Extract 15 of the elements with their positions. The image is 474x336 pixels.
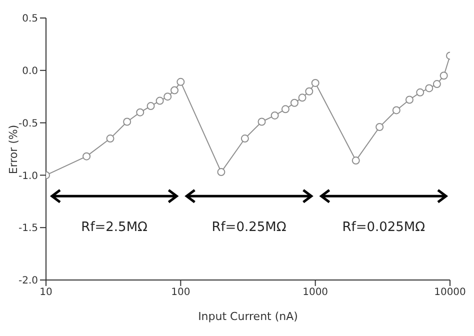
x-tick-label: 10000 <box>434 287 466 298</box>
annotation: Rf=0.025MΩ <box>342 220 426 236</box>
annotation: Rf=2.5MΩ <box>81 220 148 236</box>
x-tick-label: 100 <box>171 287 190 298</box>
x-tick-label: 1000 <box>302 287 328 298</box>
y-tick-label: -2.0 <box>18 276 38 287</box>
y-tick-label: 0.5 <box>22 14 38 25</box>
y-axis-title: Error (%) <box>8 124 20 174</box>
y-tick-label: -1.5 <box>18 223 38 234</box>
x-tick-label: 10 <box>40 287 52 298</box>
x-axis-title: Input Current (nA) <box>198 310 298 323</box>
y-tick-label: -0.5 <box>18 118 38 130</box>
y-tick-label: 0.0 <box>22 66 38 77</box>
y-tick-label: -1.0 <box>18 170 38 182</box>
annotation: Rf=0.25MΩ <box>212 220 286 236</box>
